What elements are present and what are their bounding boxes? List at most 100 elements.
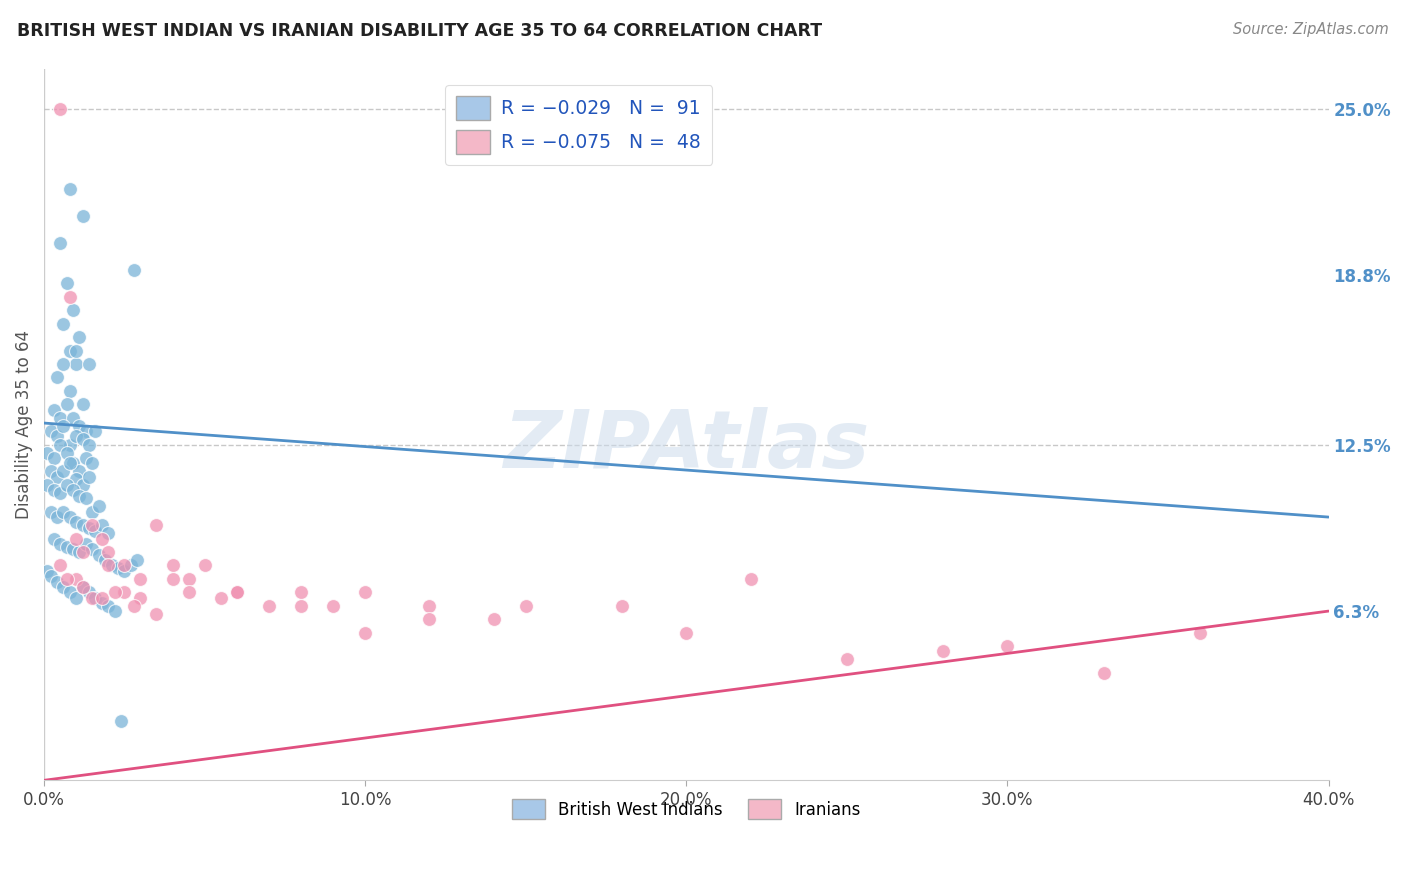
Point <box>97 558 120 573</box>
Point <box>120 558 142 573</box>
Point <box>515 599 537 613</box>
Point <box>72 432 94 446</box>
Point <box>90 591 112 605</box>
Point <box>62 303 84 318</box>
Point <box>418 599 440 613</box>
Point <box>39 424 62 438</box>
Point <box>55 478 77 492</box>
Point <box>49 437 72 451</box>
Point <box>37 564 59 578</box>
Point <box>145 607 167 621</box>
Point <box>46 574 69 589</box>
Point <box>835 652 858 666</box>
Point <box>82 518 104 533</box>
Point <box>87 500 110 514</box>
Point <box>84 591 107 605</box>
Point <box>59 510 82 524</box>
Point <box>110 714 132 729</box>
Point <box>209 591 232 605</box>
Point <box>42 450 65 465</box>
Point <box>59 585 82 599</box>
Point <box>675 625 697 640</box>
Point <box>177 572 200 586</box>
Point <box>72 545 94 559</box>
Point <box>39 569 62 583</box>
Point <box>59 290 82 304</box>
Point <box>55 445 77 459</box>
Point <box>77 585 100 599</box>
Point <box>75 450 97 465</box>
Point <box>49 236 72 251</box>
Point <box>52 317 75 331</box>
Point <box>65 591 87 605</box>
Point <box>177 585 200 599</box>
Point <box>49 486 72 500</box>
Point <box>94 553 117 567</box>
Point <box>75 491 97 506</box>
Point <box>932 644 955 658</box>
Point <box>1092 665 1115 680</box>
Point <box>127 553 149 567</box>
Point <box>90 596 112 610</box>
Point <box>1189 625 1212 640</box>
Y-axis label: Disability Age 35 to 64: Disability Age 35 to 64 <box>15 330 32 519</box>
Point <box>59 182 82 196</box>
Point <box>62 456 84 470</box>
Point <box>100 558 122 573</box>
Point <box>90 532 112 546</box>
Point <box>42 402 65 417</box>
Point <box>52 505 75 519</box>
Point <box>46 470 69 484</box>
Point <box>84 524 107 538</box>
Point <box>37 478 59 492</box>
Point <box>77 357 100 371</box>
Point <box>97 599 120 613</box>
Point <box>49 537 72 551</box>
Point <box>62 410 84 425</box>
Point <box>77 521 100 535</box>
Point <box>112 564 135 578</box>
Point <box>104 604 127 618</box>
Point <box>97 526 120 541</box>
Point <box>112 558 135 573</box>
Text: ZIPAtlas: ZIPAtlas <box>503 407 869 484</box>
Point <box>59 437 82 451</box>
Point <box>72 397 94 411</box>
Point <box>122 263 145 277</box>
Point <box>72 478 94 492</box>
Point <box>129 591 152 605</box>
Point <box>97 545 120 559</box>
Point <box>225 585 247 599</box>
Point <box>67 330 90 344</box>
Point <box>77 437 100 451</box>
Point <box>162 572 184 586</box>
Point <box>162 558 184 573</box>
Point <box>52 580 75 594</box>
Point <box>67 489 90 503</box>
Point <box>42 532 65 546</box>
Point <box>46 429 69 443</box>
Point <box>55 397 77 411</box>
Point <box>82 456 104 470</box>
Point <box>37 445 59 459</box>
Point <box>65 429 87 443</box>
Point <box>87 548 110 562</box>
Point <box>354 625 377 640</box>
Point <box>65 516 87 530</box>
Point <box>49 558 72 573</box>
Point <box>290 599 312 613</box>
Point <box>75 424 97 438</box>
Point <box>55 572 77 586</box>
Point <box>77 470 100 484</box>
Text: BRITISH WEST INDIAN VS IRANIAN DISABILITY AGE 35 TO 64 CORRELATION CHART: BRITISH WEST INDIAN VS IRANIAN DISABILIT… <box>17 22 823 40</box>
Point <box>90 518 112 533</box>
Point <box>62 483 84 498</box>
Point <box>59 456 82 470</box>
Point <box>82 542 104 557</box>
Point <box>46 510 69 524</box>
Point <box>82 591 104 605</box>
Point <box>107 561 129 575</box>
Point <box>65 572 87 586</box>
Point <box>39 505 62 519</box>
Point <box>72 518 94 533</box>
